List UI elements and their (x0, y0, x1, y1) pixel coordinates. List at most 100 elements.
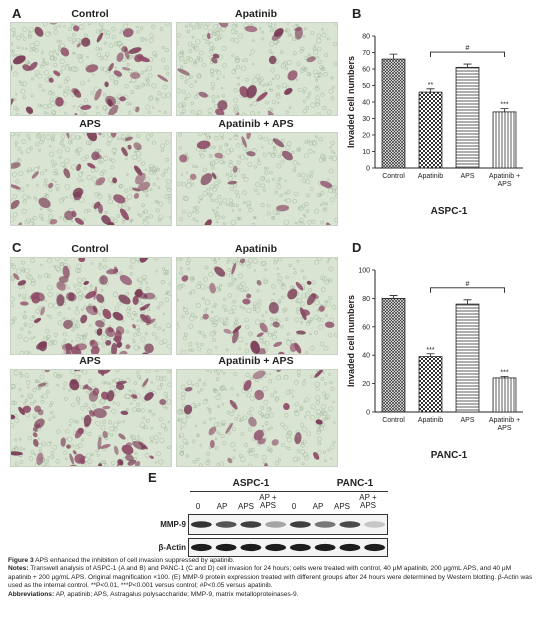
error-bar-1 (426, 353, 435, 357)
lane-label-7: APS (333, 502, 350, 511)
micrograph-aspc1-apatinib-aps (176, 132, 338, 226)
panel-letter-b: B (352, 6, 362, 21)
blot-band (215, 543, 237, 552)
comparison-bracket (430, 287, 505, 293)
micrograph-aspc1-apatinib (176, 22, 338, 116)
error-bar-0 (389, 53, 398, 60)
y-tick-label: 40 (362, 100, 370, 107)
significance-marker: *** (500, 102, 508, 109)
x-tick-label: Apatinib + APS (489, 417, 520, 432)
micrograph-aspc1-aps (10, 132, 172, 226)
bracket-label: # (466, 45, 470, 52)
lane-label-2: AP (216, 502, 228, 511)
bar-chart-panc1: 0 20 40 60 80 100 Invaded cell numbers Control *… (346, 268, 523, 461)
x-tick-label: APS (460, 173, 474, 180)
y-tick-label: 60 (362, 67, 370, 74)
panel-letter-d: D (352, 240, 362, 255)
lane-label-1: 0 (195, 502, 201, 511)
y-axis-label: Invaded cell numbers (346, 56, 356, 148)
error-bar-2 (463, 63, 472, 68)
error-bar-0 (389, 295, 398, 299)
micrograph-label-apatinib: Apatinib (235, 8, 277, 20)
protein-label-mmp9: MMP-9 (160, 520, 186, 529)
blot-band (289, 543, 311, 552)
y-tick-label: 80 (362, 296, 370, 303)
blot-band (265, 521, 287, 528)
blot-band (265, 543, 287, 552)
bar-1 (418, 356, 443, 413)
error-bar-3 (500, 376, 509, 378)
blot-band (240, 543, 262, 552)
y-tick-label: 70 (362, 50, 370, 57)
error-bar-3 (500, 108, 509, 112)
cell-line-divider-2 (286, 491, 388, 492)
bar-2 (455, 303, 480, 413)
lane-label-6: AP (312, 502, 324, 511)
x-tick-label: APS (460, 417, 474, 424)
bar-0 (381, 58, 406, 169)
micrograph-label-control: Control (71, 8, 109, 20)
y-tick-label: 30 (362, 116, 370, 123)
x-tick-label: Apatinib + APS (489, 173, 520, 188)
blot-band (240, 521, 262, 528)
blot-band (364, 521, 386, 528)
lane-label-5: 0 (291, 502, 297, 511)
significance-marker: *** (500, 370, 508, 377)
bar-3 (492, 377, 517, 413)
micrograph-aspc1-control (10, 22, 172, 116)
bar-chart-aspc1: 0 10 20 30 40 50 60 70 80 Invaded cell numbers Con… (346, 34, 523, 217)
micrograph-label-aps: APS (79, 118, 101, 130)
cell-line-label-aspc1: ASPC-1 (232, 478, 270, 489)
x-axis-title: PANC-1 (431, 450, 468, 461)
micrograph-panc1-apatinib-aps (176, 369, 338, 467)
significance-marker: ** (428, 82, 434, 89)
bar-0 (381, 298, 406, 413)
blot-band (339, 521, 361, 528)
x-tick-label: Apatinib (418, 173, 443, 180)
error-bar-2 (463, 299, 472, 305)
x-tick-label: Control (382, 417, 405, 424)
y-tick-label: 10 (362, 149, 370, 156)
comparison-bracket (430, 51, 505, 58)
micrograph-panc1-aps (10, 369, 172, 467)
micrograph-label-apatinib-c: Apatinib (235, 243, 277, 255)
y-tick-label: 50 (362, 83, 370, 90)
y-tick-label: 100 (358, 268, 370, 275)
x-axis-title: ASPC-1 (431, 206, 468, 217)
blot-band (289, 521, 311, 528)
x-tick-label: Control (382, 173, 405, 180)
lane-label-4: AP + APS (259, 493, 277, 510)
blot-band (314, 543, 336, 552)
blot-band (339, 543, 361, 552)
micrograph-label-control-c: Control (71, 243, 109, 255)
y-tick-label: 20 (362, 381, 370, 388)
y-tick-label: 0 (366, 410, 370, 417)
micrograph-panc1-control (10, 257, 172, 355)
caption-notes: Notes: Transwell analysis of ASPC-1 (A a… (8, 565, 533, 590)
lane-label-8: AP + APS (359, 493, 377, 510)
cell-line-label-panc1: PANC-1 (336, 478, 374, 489)
lane-label-3: APS (237, 502, 254, 511)
bar-3 (492, 111, 517, 169)
bracket-label: # (466, 281, 470, 288)
blot-band (190, 521, 212, 528)
micrograph-label-apatinib-aps: Apatinib + APS (218, 118, 294, 130)
error-bar-1 (426, 88, 435, 93)
y-axis-label: Invaded cell numbers (346, 295, 356, 387)
blot-band (364, 543, 386, 552)
y-tick-label: 60 (362, 324, 370, 331)
protein-label-actin: β-Actin (158, 543, 186, 552)
panel-letter-e: E (148, 470, 157, 485)
y-tick-label: 0 (366, 166, 370, 173)
caption-abbreviations: Abbreviations: AP, apatinib; APS, Astrag… (8, 590, 299, 598)
figure-caption: Figure 3 APS enhanced the inhibition of … (8, 557, 534, 599)
y-tick-label: 80 (362, 34, 370, 41)
blot-band (190, 543, 212, 552)
panel-letter-c: C (12, 240, 22, 255)
micrograph-label-apatinib-aps-c: Apatinib + APS (218, 355, 294, 367)
y-tick-label: 20 (362, 133, 370, 140)
blot-band (314, 521, 336, 528)
bar-1 (418, 91, 443, 169)
y-tick-label: 40 (362, 353, 370, 360)
x-tick-label: Apatinib (418, 417, 443, 424)
